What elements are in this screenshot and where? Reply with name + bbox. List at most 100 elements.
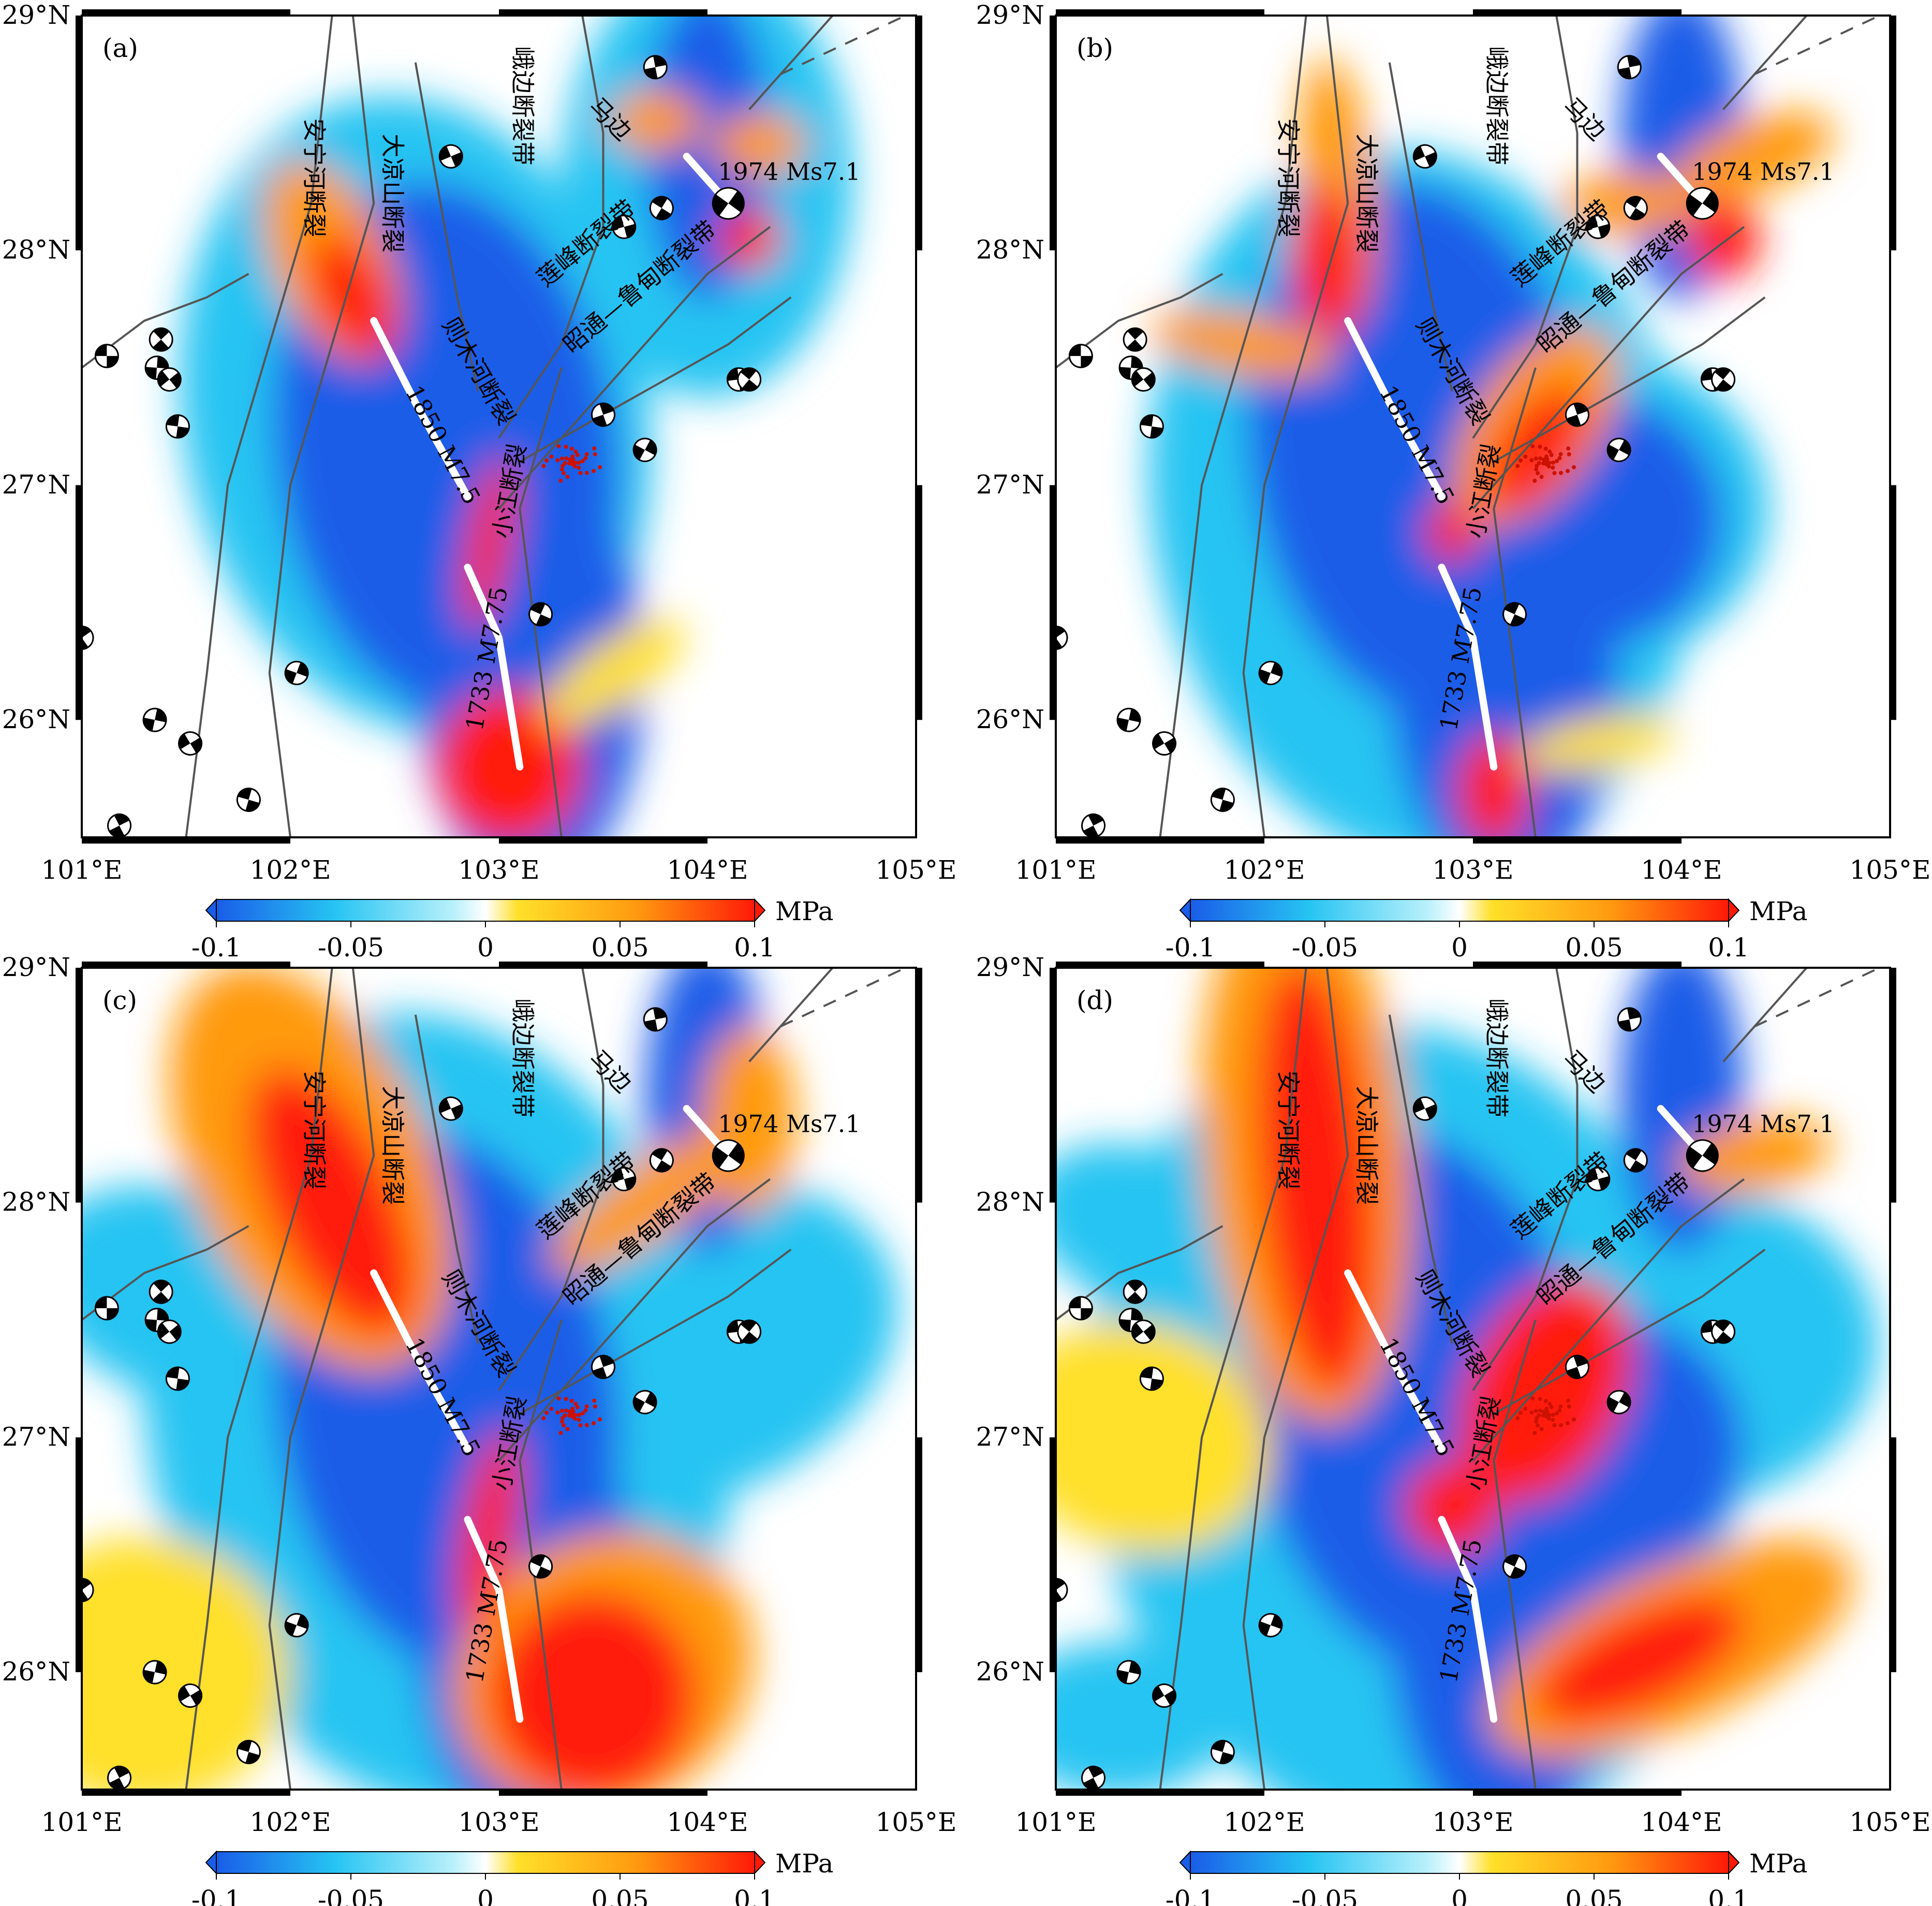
aftershock-dot	[584, 452, 589, 456]
colorbar-tick-label: 0	[1451, 933, 1468, 963]
focal-mechanism-beachball-icon	[632, 1390, 657, 1414]
lon-tick-label: 104°E	[1641, 1807, 1722, 1837]
focal-mechanism-beachball-icon	[1502, 1554, 1527, 1579]
lon-tick-label: 101°E	[41, 855, 123, 885]
frame-segment	[916, 968, 922, 1203]
frame-segment	[1473, 9, 1682, 16]
event-label-1974: 1974 Ms7.1	[718, 1110, 861, 1138]
colorbar-ramp	[1190, 1851, 1729, 1874]
focal-mechanism-beachball-icon	[165, 414, 190, 439]
aftershock-dot	[1533, 1409, 1538, 1413]
focal-mechanism-beachball-icon	[649, 1148, 674, 1173]
fault-trace	[1388, 62, 1453, 392]
frame-segment	[1050, 968, 1056, 1203]
frame-segment	[1050, 16, 1056, 250]
colorbar-tick-label: 0.1	[734, 1885, 775, 1906]
aftershock-dot	[556, 1396, 561, 1401]
colorbar-tick-label: -0.05	[318, 1885, 384, 1906]
aftershock-dot	[1530, 444, 1535, 449]
lat-tick-label: 26°N	[2, 1657, 70, 1687]
aftershock-cluster	[541, 444, 602, 483]
aftershock-dot	[1552, 1423, 1557, 1428]
colorbar-tick-label: -0.1	[1166, 1885, 1215, 1906]
focal-mechanism-beachball-icon	[1152, 731, 1177, 756]
colorbar-unit: MPa	[1749, 896, 1807, 926]
aftershock-dot	[1536, 471, 1540, 476]
aftershock-dot	[564, 1408, 569, 1413]
rupture-trace	[1438, 564, 1498, 771]
focal-mechanism-beachball-icon	[107, 1765, 132, 1790]
frame-segment	[82, 1790, 290, 1796]
aftershock-dot	[541, 464, 546, 468]
lon-tick-label: 102°E	[1224, 1807, 1305, 1837]
fault-label-anninghe: 安宁河断裂	[1274, 1071, 1302, 1190]
focal-mechanism-beachball-icon	[1686, 187, 1719, 220]
focal-mechanisms	[1056, 55, 1736, 837]
lon-tick-label: 104°E	[667, 1807, 748, 1837]
event-label-1974: 1974 Ms7.1	[1692, 158, 1835, 186]
stress-lobes	[82, 968, 898, 1790]
focal-mechanism-beachball-icon	[1606, 1390, 1631, 1414]
stress-lobe-pos-mid	[609, 90, 702, 153]
lon-tick-label: 101°E	[1015, 855, 1097, 885]
focal-mechanism-beachball-icon	[149, 327, 173, 352]
aftershock-dot	[1566, 446, 1571, 451]
stress-lobe-pos-mid	[713, 113, 806, 176]
fault-label-anninghe: 安宁河断裂	[1274, 119, 1302, 238]
fault-trace	[82, 1225, 249, 1321]
focal-mechanism-beachball-icon	[1617, 55, 1642, 80]
stress-lobe-pos-strong	[1535, 1596, 1745, 1725]
frame-segment	[916, 16, 922, 250]
frame-segment	[76, 485, 82, 720]
aftershock-dot	[1533, 456, 1538, 461]
aftershock-dot	[544, 458, 549, 463]
lon-tick-label: 104°E	[667, 855, 748, 885]
frame-segment	[499, 837, 707, 844]
aftershock-dot	[562, 471, 566, 476]
aftershock-dot	[560, 1419, 565, 1424]
focal-mechanism-beachball-icon	[1068, 344, 1093, 368]
fault-label-daliangshan: 大凉山断裂	[378, 134, 406, 253]
lat-tick-label: 26°N	[976, 704, 1044, 734]
aftershock-dot	[1551, 1412, 1555, 1417]
aftershock-dot	[1538, 456, 1543, 461]
aftershock-dot	[577, 1412, 581, 1417]
focal-mechanism-beachball-icon	[178, 731, 203, 756]
focal-mechanism-beachball-icon	[236, 787, 261, 812]
rupture-trace	[1438, 1516, 1498, 1723]
focal-mechanism-beachball-icon	[1565, 402, 1589, 427]
aftershock-dot	[1547, 1413, 1552, 1417]
stress-lobe-pos-strong	[1426, 501, 1478, 564]
aftershock-dot	[1554, 1411, 1559, 1415]
aftershock-dot	[573, 1401, 578, 1406]
focal-mechanism-beachball-icon	[94, 1296, 119, 1321]
focal-mechanism-beachball-icon	[712, 1139, 745, 1172]
frame-segment	[1890, 1437, 1896, 1673]
fault-trace	[519, 367, 563, 837]
rupture-trace	[370, 317, 471, 501]
fault-trace	[268, 16, 375, 837]
aftershock-dot	[565, 475, 570, 479]
lat-tick-label: 27°N	[976, 1422, 1044, 1452]
stress-lobes	[1056, 968, 1878, 1790]
aftershock-dot	[570, 460, 574, 464]
colorbar-tick-label: -0.1	[191, 1885, 241, 1906]
aftershock-dot	[1544, 1412, 1548, 1416]
lon-tick-label: 103°E	[1433, 1807, 1514, 1837]
focal-mechanism-beachball-icon	[649, 196, 674, 220]
lon-tick-label: 101°E	[41, 1807, 123, 1837]
aftershock-dot	[564, 1397, 568, 1401]
aftershock-dot	[563, 461, 567, 465]
focal-mechanism-beachball-icon	[1258, 1613, 1283, 1637]
frame-segment	[1890, 485, 1896, 720]
focal-mechanism-beachball-icon	[1081, 1765, 1106, 1790]
stress-lobe-pos-strong	[1459, 1277, 1633, 1503]
lon-tick-label: 102°E	[250, 1807, 331, 1837]
lat-tick-label: 27°N	[976, 469, 1044, 499]
colorbar-tick-label: 0.05	[1565, 1885, 1623, 1906]
focal-mechanism-beachball-icon	[178, 1683, 203, 1708]
focal-mechanism-beachball-icon	[157, 367, 182, 392]
colorbar-tick-label: -0.1	[1166, 933, 1215, 963]
fault-trace	[414, 62, 479, 392]
